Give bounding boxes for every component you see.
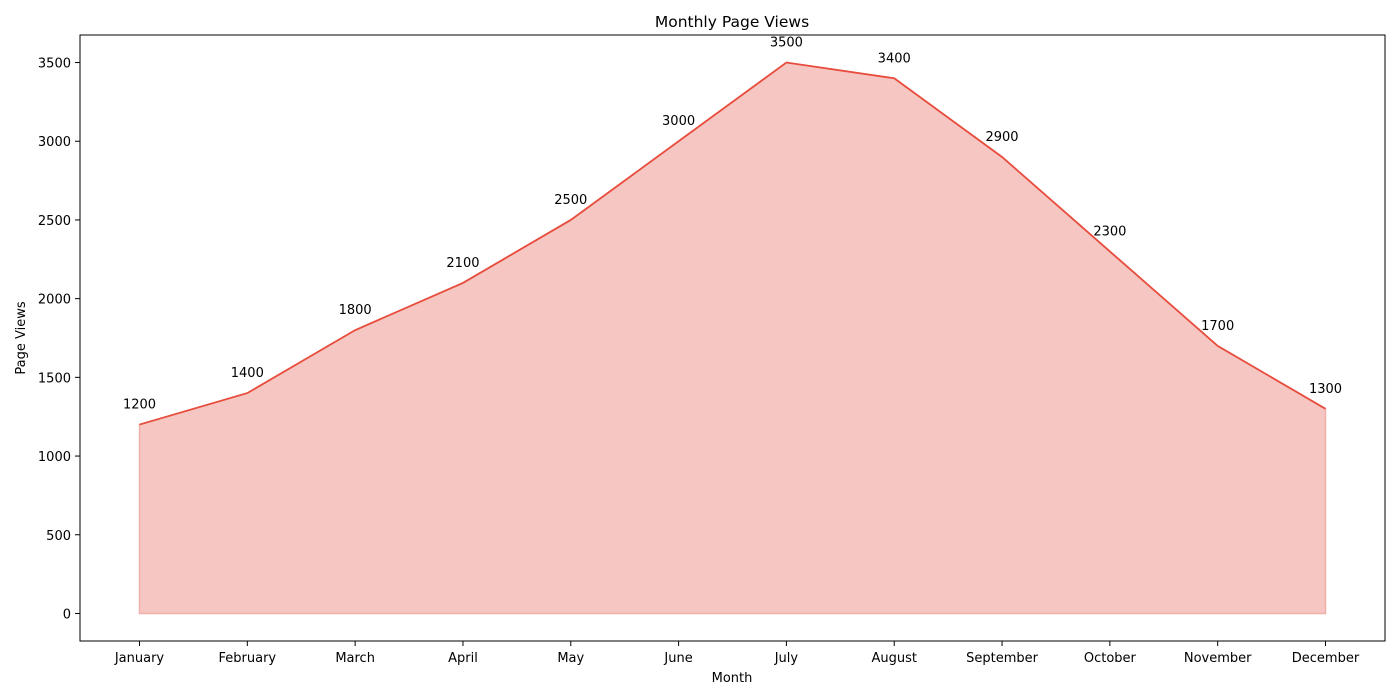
data-label: 2300 [1093, 224, 1126, 239]
series-line [139, 61, 1326, 426]
data-label: 3000 [662, 114, 695, 129]
plot-area: 1200 1400 1800 2100 2500 3000 3500 3400 2900 2300… [79, 34, 1386, 642]
x-tick-label: October [1084, 651, 1137, 666]
x-tick-label: September [966, 651, 1039, 666]
data-label: 2900 [985, 130, 1018, 145]
x-tick-label: February [219, 651, 277, 666]
x-axis: January February March April May June July Augu… [114, 641, 1360, 666]
data-label: 1200 [123, 398, 156, 413]
y-tick-label: 2000 [38, 293, 71, 308]
x-axis-label: Month [712, 671, 753, 686]
y-tick-label: 500 [46, 529, 71, 544]
y-axis: 0 500 1000 1500 2000 2500 3000 3500 [38, 57, 80, 622]
data-label: 1300 [1309, 382, 1342, 397]
data-label: 2500 [554, 193, 587, 208]
y-tick-label: 3000 [38, 135, 71, 150]
data-label: 2100 [446, 256, 479, 271]
x-tick-label: March [335, 651, 375, 666]
y-tick-label: 2500 [38, 214, 71, 229]
plot-frame [79, 34, 1386, 642]
x-tick-label: May [557, 651, 584, 666]
data-label: 1400 [231, 366, 264, 381]
y-tick-label: 3500 [38, 57, 71, 72]
y-tick-label: 0 [63, 607, 71, 622]
x-tick-label: July [774, 651, 799, 666]
y-tick-label: 1500 [38, 371, 71, 386]
y-axis-label: Page Views [14, 301, 29, 374]
data-label: 1800 [339, 303, 372, 318]
y-tick-label: 1000 [38, 450, 71, 465]
x-tick-label: January [114, 651, 165, 666]
data-label: 1700 [1201, 319, 1234, 334]
chart-title: Monthly Page Views [655, 13, 809, 31]
data-labels: 1200 1400 1800 2100 2500 3000 3500 3400 2900 2300… [123, 36, 1342, 413]
x-tick-label: November [1184, 651, 1252, 666]
area-fill [138, 61, 1327, 615]
data-label: 3500 [770, 36, 803, 51]
x-tick-label: April [448, 651, 478, 666]
x-tick-label: August [871, 651, 917, 666]
data-label: 3400 [878, 51, 911, 66]
x-tick-label: December [1292, 651, 1360, 666]
x-tick-label: June [663, 651, 692, 666]
